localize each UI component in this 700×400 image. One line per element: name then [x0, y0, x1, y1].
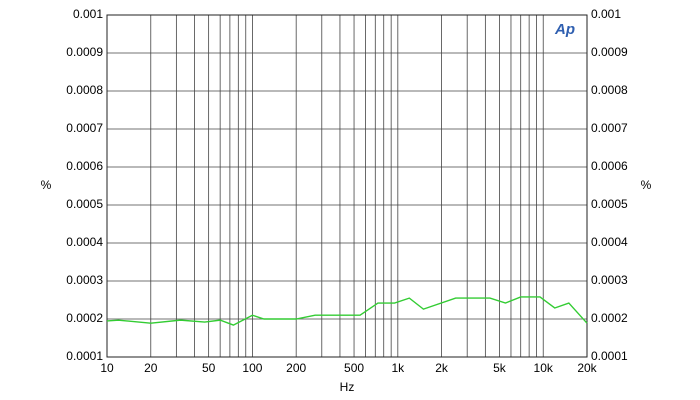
x-tick-label: 500 [344, 361, 364, 375]
x-tick-label: 5k [493, 361, 507, 375]
y2-tick-label: 0.001 [591, 7, 621, 21]
y2-tick-label: 0.0007 [591, 121, 628, 135]
x-tick-label: 2k [435, 361, 449, 375]
y2-tick-label: 0.0001 [591, 349, 628, 363]
y2-axis-label: % [641, 178, 652, 192]
plot-frame [106, 14, 588, 358]
x-tick-label: 100 [242, 361, 262, 375]
x-tick-label: 50 [202, 361, 216, 375]
y-tick-label: 0.0007 [66, 121, 103, 135]
y2-tick-label: 0.0004 [591, 235, 628, 249]
y-tick-label: 0.0002 [66, 311, 103, 325]
y-tick-label: 0.0001 [66, 349, 103, 363]
x-tick-label: 10k [534, 361, 554, 375]
x-axis-label: Hz [340, 380, 355, 394]
x-tick-label: 1k [391, 361, 405, 375]
y2-tick-label: 0.0003 [591, 273, 628, 287]
y2-tick-label: 0.0008 [591, 83, 628, 97]
y-tick-label: 0.0003 [66, 273, 103, 287]
y-tick-label: 0.0008 [66, 83, 103, 97]
y-tick-label: 0.0006 [66, 159, 103, 173]
y-axis-label: % [41, 178, 52, 192]
y2-tick-label: 0.0005 [591, 197, 628, 211]
x-tick-label: 20k [577, 361, 597, 375]
x-tick-label: 10 [100, 361, 114, 375]
logo: Ap [554, 21, 575, 38]
data-line [106, 296, 588, 326]
y-tick-label: 0.0009 [66, 45, 103, 59]
y-tick-label: 0.001 [73, 7, 103, 21]
y-tick-label: 0.0005 [66, 197, 103, 211]
x-tick-label: 20 [144, 361, 158, 375]
y2-tick-label: 0.0002 [591, 311, 628, 325]
y2-tick-label: 0.0006 [591, 159, 628, 173]
x-tick-label: 200 [286, 361, 306, 375]
y-tick-label: 0.0004 [66, 235, 103, 249]
y2-tick-label: 0.0009 [591, 45, 628, 59]
